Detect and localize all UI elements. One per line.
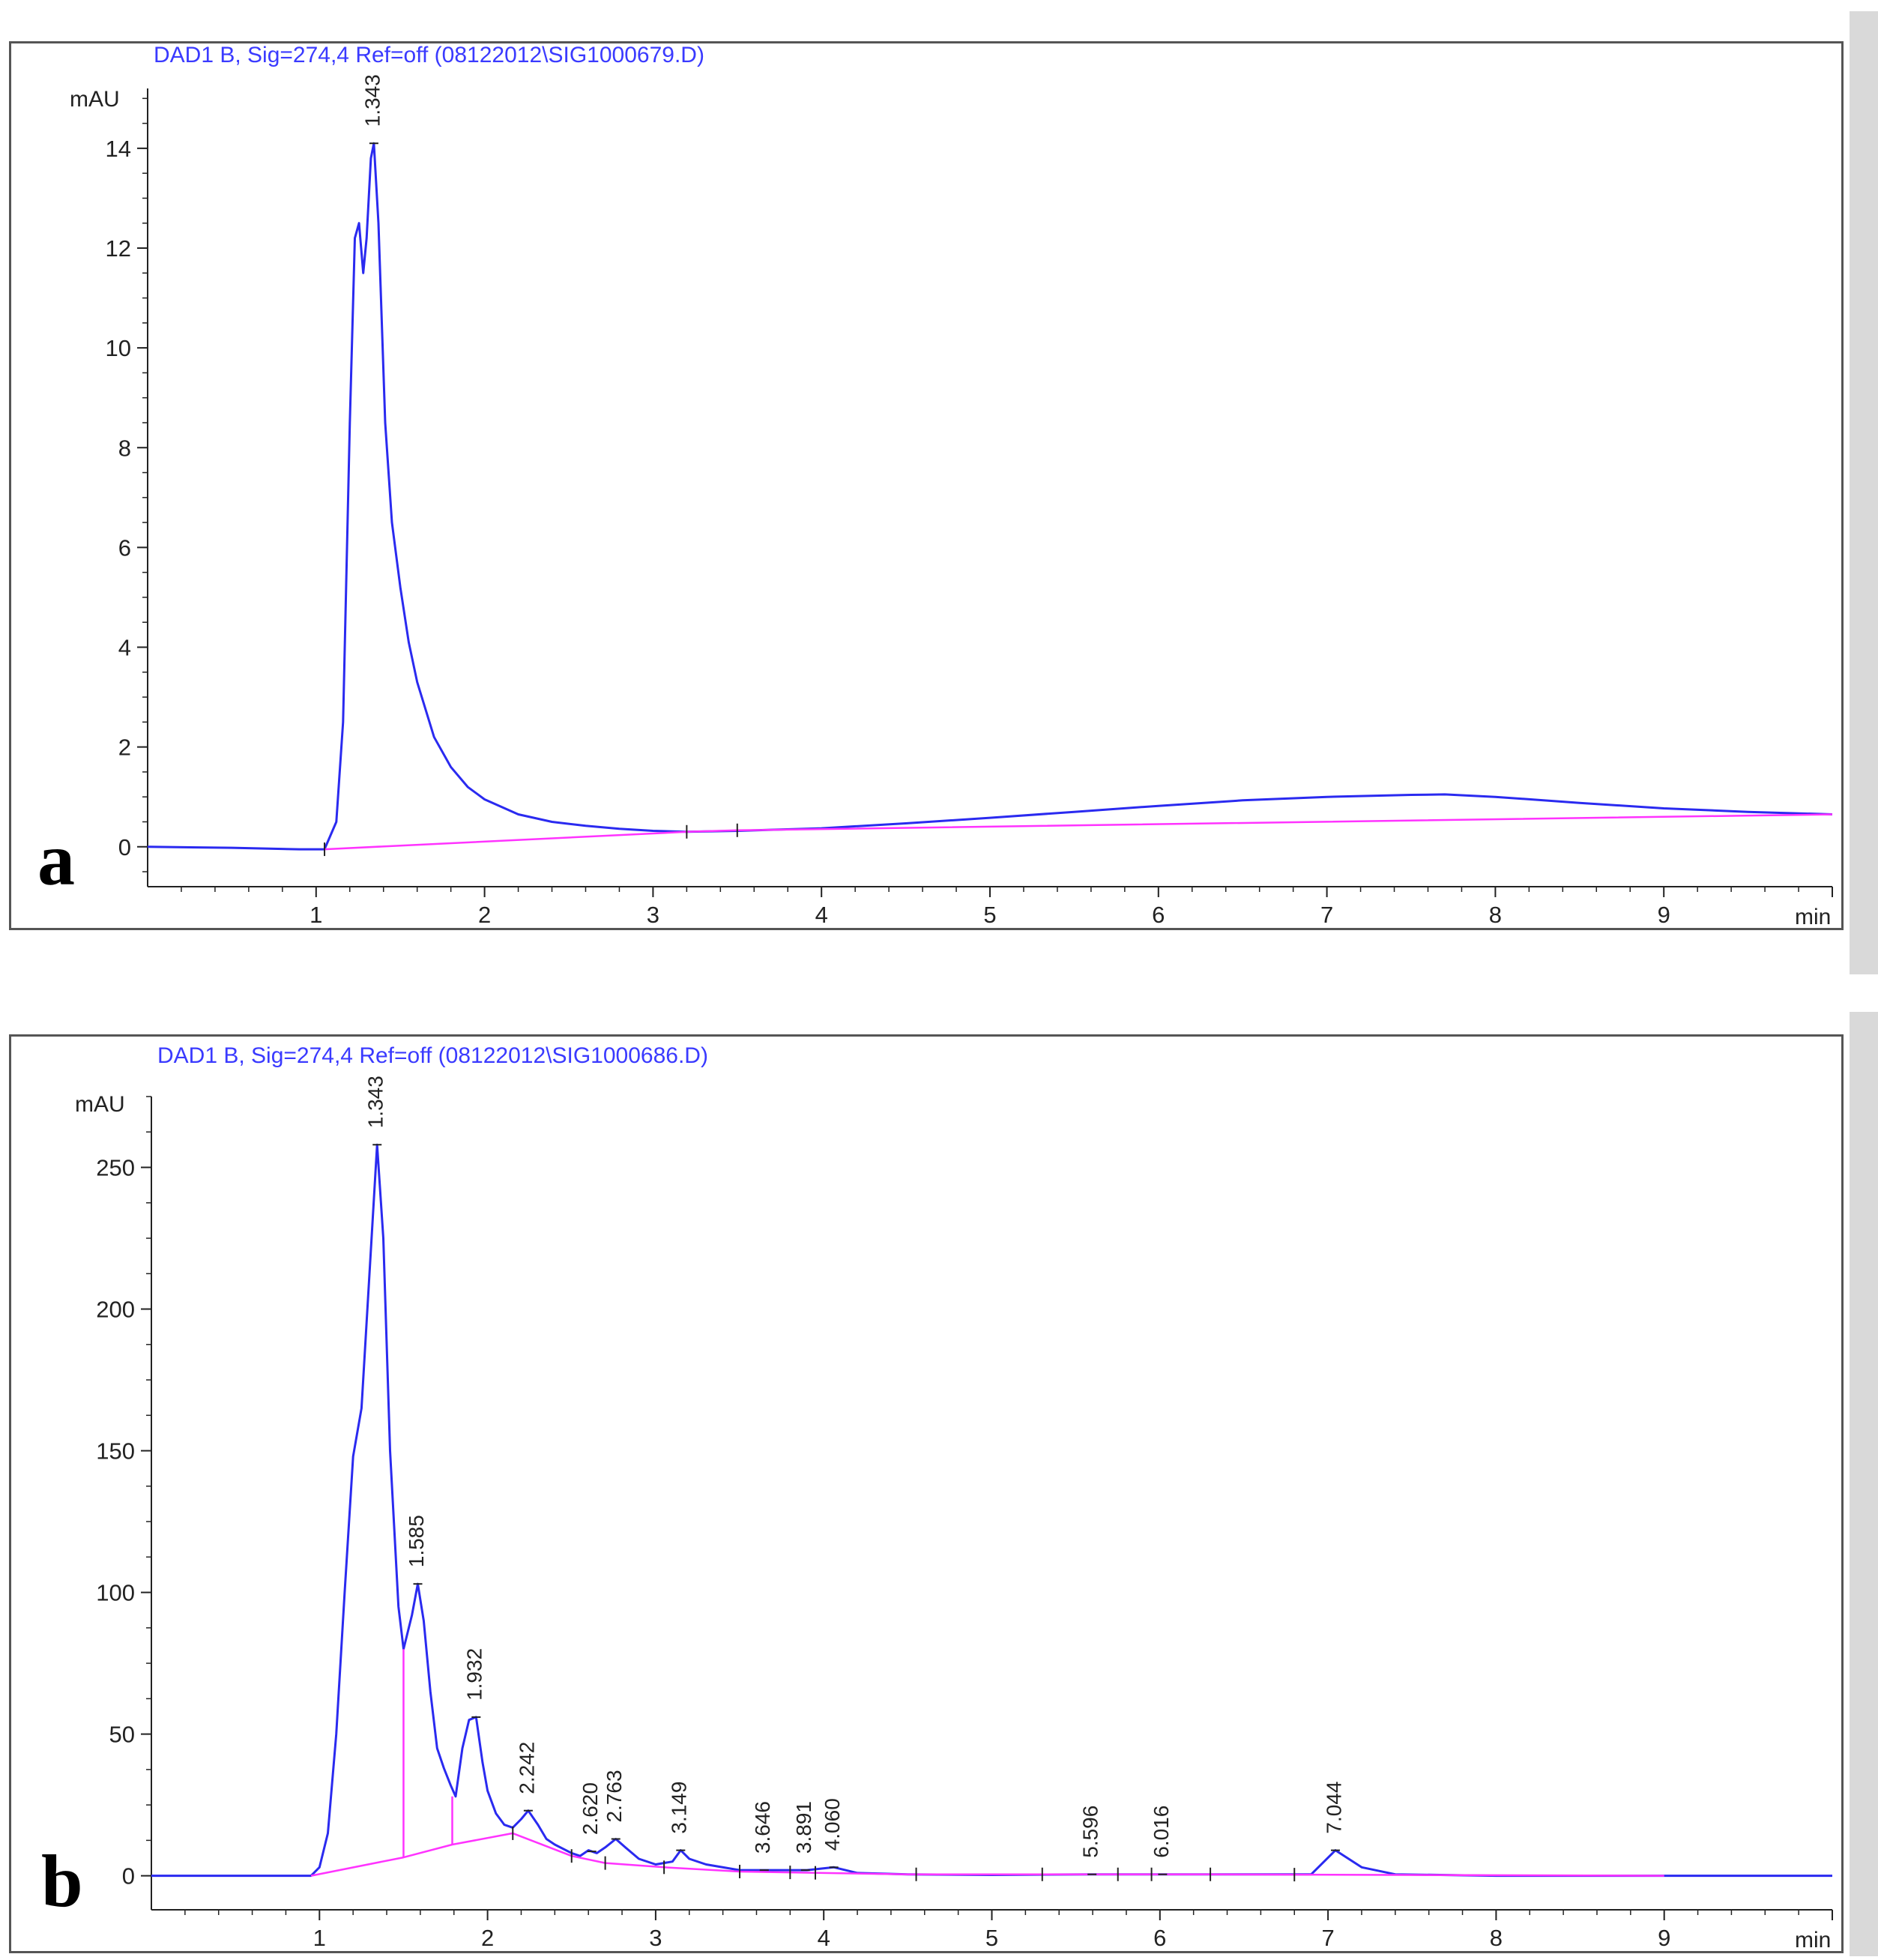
x-tick-label: 9	[1658, 902, 1670, 928]
y-tick-label: 14	[106, 136, 131, 162]
y-tick-label: 50	[109, 1722, 135, 1748]
x-tick-label: 5	[983, 902, 996, 928]
x-tick-label: 1	[313, 1925, 326, 1951]
peak-label: 4.060	[821, 1798, 844, 1851]
x-axis-unit: min	[1795, 905, 1831, 928]
scrollbar-track	[1850, 11, 1878, 974]
x-tick-label: 5	[985, 1925, 998, 1951]
chromatogram-panel-a: DAD1 B, Sig=274,4 Ref=off (08122012\SIG1…	[9, 41, 1844, 930]
x-tick-label: 4	[815, 902, 828, 928]
baseline-trace	[324, 813, 1833, 851]
peak-label: 7.044	[1322, 1782, 1345, 1834]
peak-label: 5.596	[1079, 1806, 1102, 1858]
panel-letter: b	[41, 1839, 83, 1923]
x-tick-label: 7	[1321, 1925, 1334, 1951]
peak-label: 3.891	[792, 1801, 815, 1854]
chromatogram-b-plot: DAD1 B, Sig=274,4 Ref=off (08122012\SIG1…	[41, 1043, 1833, 1951]
x-tick-label: 8	[1490, 1925, 1503, 1951]
chromatogram-a-plot: DAD1 B, Sig=274,4 Ref=off (08122012\SIG1…	[37, 43, 1833, 928]
peak-label: 2.620	[579, 1782, 602, 1835]
x-tick-label: 4	[818, 1925, 830, 1951]
x-tick-label: 3	[649, 1925, 662, 1951]
peak-label: 1.585	[405, 1515, 428, 1567]
signal-title: DAD1 B, Sig=274,4 Ref=off (08122012\SIG1…	[157, 1043, 708, 1068]
peak-label: 3.646	[751, 1801, 774, 1854]
x-tick-label: 3	[647, 902, 659, 928]
peak-label: 1.932	[463, 1648, 486, 1701]
y-tick-label: 8	[118, 435, 131, 461]
x-axis-unit: min	[1795, 1928, 1831, 1951]
panel-letter: a	[37, 818, 75, 901]
y-axis-unit: mAU	[70, 87, 120, 112]
y-tick-label: 10	[106, 335, 131, 361]
baseline-trace	[310, 1832, 1664, 1877]
x-tick-label: 7	[1320, 902, 1333, 928]
y-tick-label: 150	[96, 1438, 135, 1465]
y-tick-label: 2	[118, 735, 131, 761]
peak-label: 1.343	[364, 1076, 387, 1128]
x-tick-label: 2	[478, 902, 491, 928]
signal-trace	[147, 142, 1833, 851]
x-tick-label: 6	[1152, 902, 1165, 928]
peak-label: 6.016	[1150, 1806, 1173, 1858]
x-tick-label: 8	[1489, 902, 1502, 928]
x-tick-label: 1	[310, 902, 322, 928]
x-tick-label: 6	[1153, 1925, 1166, 1951]
x-tick-label: 9	[1658, 1925, 1670, 1951]
y-axis-unit: mAU	[75, 1092, 125, 1117]
chromatogram-panel-b: DAD1 B, Sig=274,4 Ref=off (08122012\SIG1…	[9, 1034, 1844, 1953]
peak-label: 1.343	[360, 74, 384, 127]
scrollbar-track	[1850, 1012, 1878, 1956]
y-tick-label: 200	[96, 1297, 135, 1323]
y-tick-label: 12	[106, 235, 131, 262]
peak-label: 2.242	[515, 1742, 538, 1794]
y-tick-label: 6	[118, 534, 131, 561]
y-tick-label: 250	[96, 1155, 135, 1181]
peak-label: 3.149	[668, 1782, 691, 1834]
x-tick-label: 2	[481, 1925, 494, 1951]
y-tick-label: 0	[122, 1863, 135, 1890]
y-tick-label: 0	[118, 834, 131, 860]
peak-label: 2.763	[603, 1770, 626, 1822]
signal-title: DAD1 B, Sig=274,4 Ref=off (08122012\SIG1…	[154, 43, 704, 67]
y-tick-label: 4	[118, 635, 131, 661]
y-tick-label: 100	[96, 1580, 135, 1606]
